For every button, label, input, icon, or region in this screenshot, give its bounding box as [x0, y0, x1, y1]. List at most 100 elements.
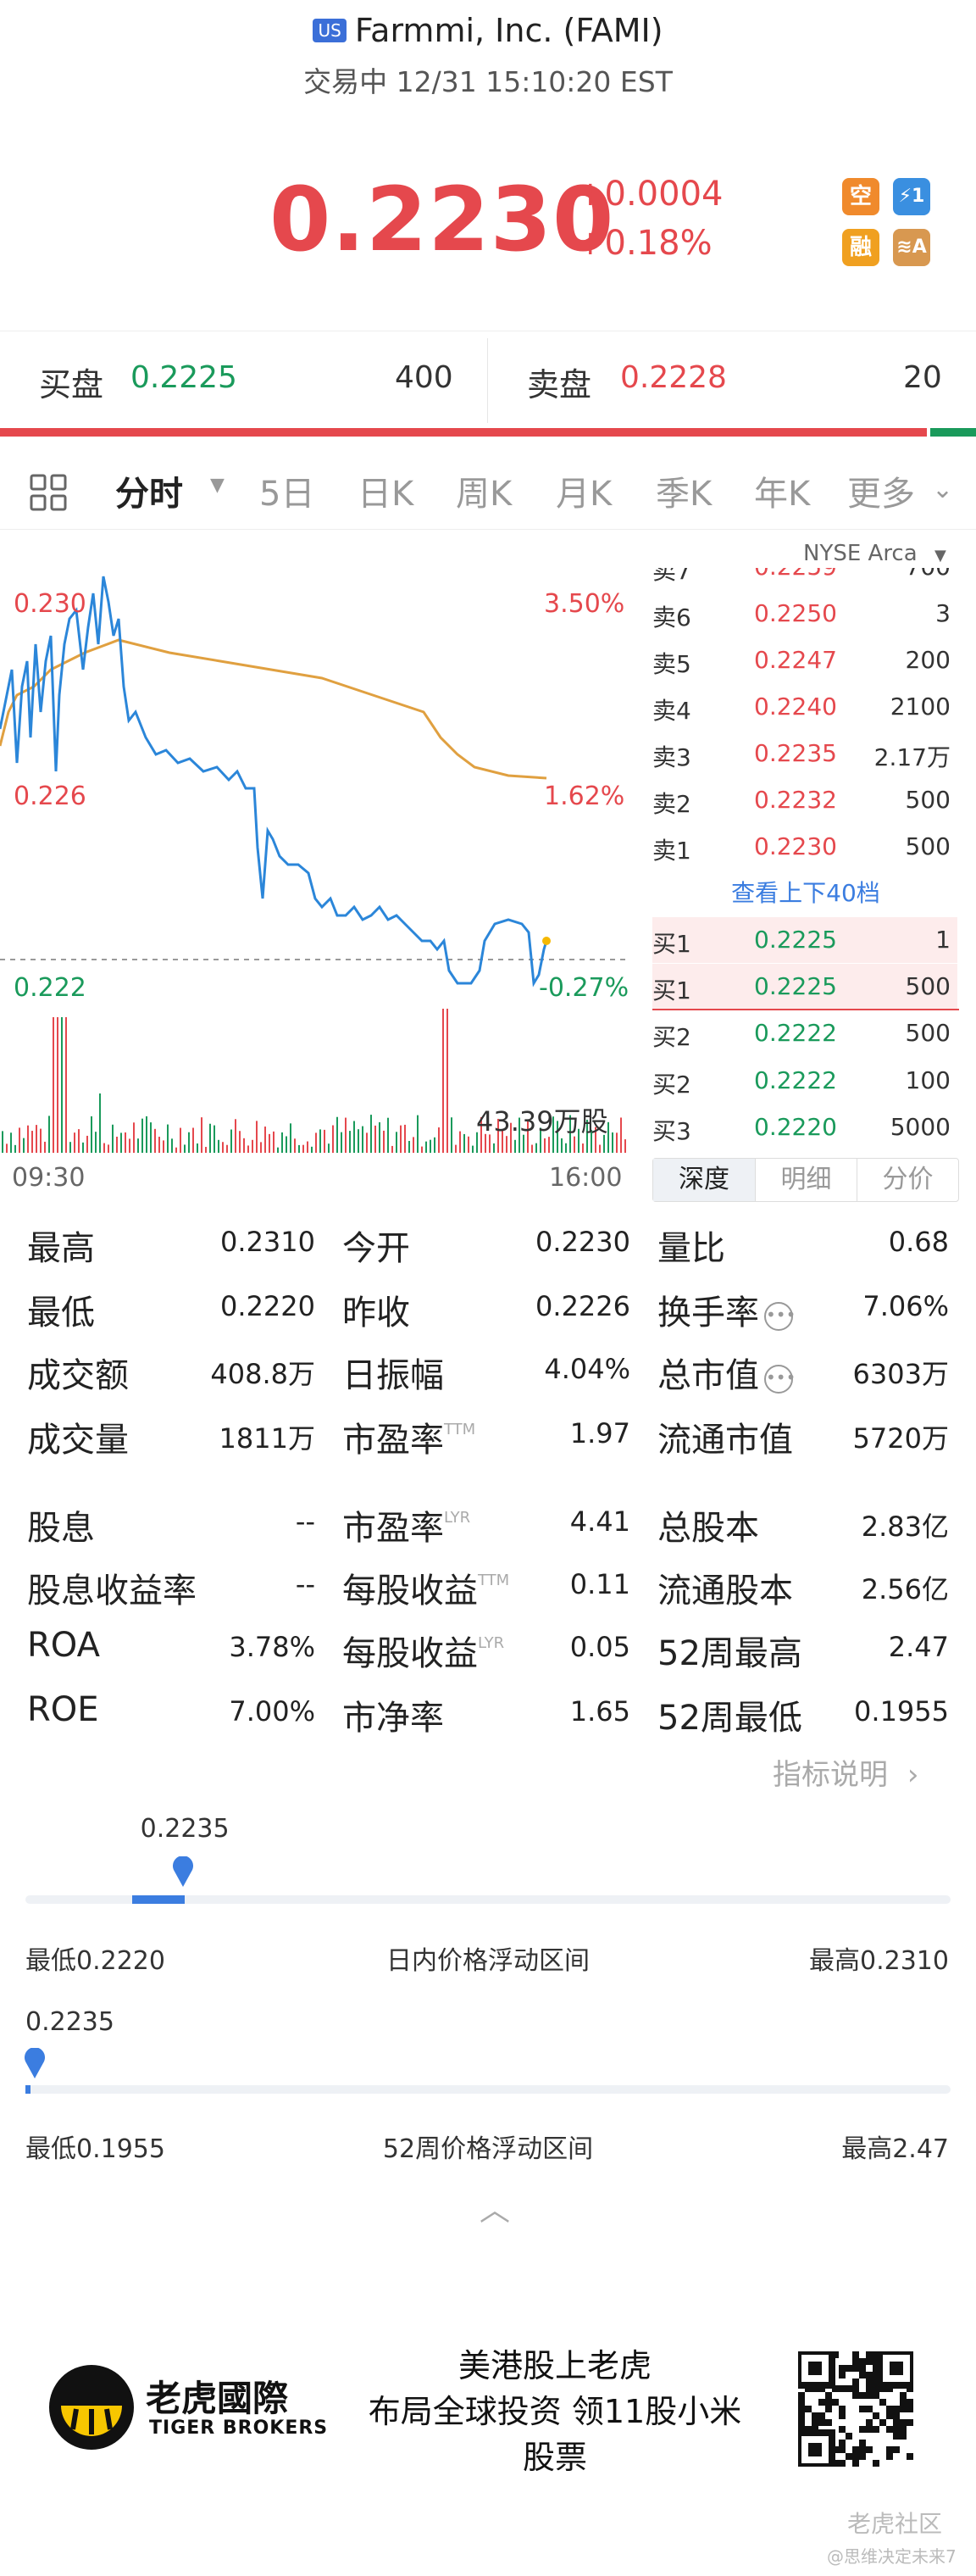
orderbook-row[interactable]: 卖7 0.2259 700 — [652, 568, 957, 590]
orderbook-qty: 200 — [905, 646, 951, 674]
indicator-explanation-link[interactable]: 指标说明 › — [773, 1751, 918, 1793]
stat-value: 1.97 — [569, 1417, 630, 1449]
qr-code-icon[interactable] — [795, 2348, 917, 2470]
day-range-fill — [131, 1895, 185, 1904]
orderbook-qty: 3 — [935, 599, 951, 627]
stat-value: 1811万 — [219, 1422, 315, 1455]
market-badge: US — [313, 19, 347, 42]
chevron-up-icon[interactable]: ︿ — [480, 2193, 511, 2228]
volume-bar — [40, 1128, 42, 1153]
orderbook-qty: 100 — [905, 1066, 951, 1094]
volume-label: 43.39万股 — [476, 1105, 608, 1138]
info-icon[interactable]: ••• — [764, 1365, 796, 1394]
volume-bar — [379, 1121, 380, 1153]
volume-bar — [163, 1140, 164, 1153]
chevron-down-icon: ▼ — [934, 547, 946, 565]
volume-bar — [281, 1132, 283, 1153]
view-40-levels-link[interactable]: 查看上下40档 — [731, 879, 880, 907]
orderbook-row[interactable]: 买1 0.2225 1 — [652, 917, 957, 963]
chevron-down-icon[interactable]: ⌄ — [932, 475, 954, 504]
volume-bar — [425, 1141, 427, 1153]
margin-icon[interactable]: 融 — [842, 229, 879, 266]
short-sell-icon[interactable]: 空 — [842, 178, 879, 215]
author-watermark: @思维决定未来7 — [827, 2546, 957, 2567]
orderbook-side: 卖1 — [652, 837, 691, 865]
volume-bar — [595, 1127, 596, 1153]
orderbook-row[interactable]: 卖1 0.2230 500 — [652, 824, 957, 870]
volume-bar — [53, 1017, 54, 1153]
orderbook-price: 0.2250 — [754, 599, 837, 627]
stat-value: 0.05 — [569, 1631, 630, 1663]
orderbook-row[interactable]: 买3 0.2220 5000 — [652, 1104, 957, 1144]
stat-label: 昨收 — [342, 1294, 410, 1333]
tab-details[interactable]: 明细 — [755, 1159, 857, 1201]
orderbook-row[interactable]: 卖2 0.2232 500 — [652, 777, 957, 823]
bid-separator — [652, 1009, 959, 1010]
orderbook-side: 卖4 — [652, 697, 691, 725]
volume-bar — [184, 1144, 186, 1153]
tab-price-distribution[interactable]: 分价 — [857, 1159, 958, 1201]
tab-more[interactable]: 更多 — [847, 475, 915, 514]
stat-value: 0.68 — [888, 1226, 949, 1258]
volume-bar — [44, 1141, 46, 1153]
stat-value: 0.2310 — [220, 1226, 315, 1258]
orderbook-side: 买3 — [652, 1117, 691, 1144]
orderbook-row[interactable]: 卖3 0.2235 2.17万 — [652, 731, 957, 776]
volume-bar — [188, 1132, 190, 1153]
volume-bar — [112, 1124, 114, 1153]
volume-bar — [624, 1139, 626, 1153]
orderbook-qty: 2100 — [890, 693, 951, 721]
volume-bar — [535, 1143, 537, 1153]
brand-name-en: TIGER BROKERS — [149, 2417, 329, 2439]
divider — [487, 338, 488, 423]
volume-bar — [502, 1129, 503, 1153]
volume-bar — [273, 1131, 274, 1153]
price-change: +0.0004 +0.18% — [576, 170, 723, 268]
y-label-mid: 0.226 — [14, 782, 86, 811]
tab-daily[interactable]: 日K — [358, 475, 414, 514]
volume-bar — [548, 1137, 550, 1153]
week52-low-label: 最低0.1955 — [25, 2134, 165, 2164]
orderbook-row[interactable]: 买1 0.2225 500 — [652, 964, 957, 1010]
stat-value: 4.04% — [544, 1353, 630, 1385]
orderbook-price: 0.2232 — [754, 786, 837, 814]
volume-bar — [540, 1127, 541, 1153]
intraday-chart[interactable]: 0.230 0.226 0.222 3.50% 1.62% -0.27% 43.… — [0, 542, 635, 1204]
volume-bar — [531, 1144, 533, 1153]
tab-quarterly[interactable]: 季K — [656, 475, 713, 514]
orderbook-row[interactable]: 卖4 0.2240 2100 — [652, 684, 957, 730]
info-icon[interactable]: ••• — [764, 1302, 796, 1331]
stat-value: 6303万 — [852, 1358, 949, 1390]
tab-5day[interactable]: 5日 — [259, 475, 315, 514]
volume-bar — [607, 1121, 609, 1153]
order-book: 卖7 0.2259 700 卖6 0.2250 3 卖5 0.2247 200 卖4 0.2240 2… — [652, 568, 959, 1144]
stat-value: 0.2230 — [535, 1226, 630, 1258]
time-start: 09:30 — [12, 1163, 86, 1193]
orderbook-side: 卖6 — [652, 604, 691, 631]
fast-trade-icon[interactable]: ⚡1 — [893, 178, 930, 215]
stat-value: 2.56亿 — [861, 1573, 949, 1605]
volume-bar — [133, 1122, 135, 1153]
orderbook-row[interactable]: 卖5 0.2247 200 — [652, 637, 957, 683]
tab-depth[interactable]: 深度 — [653, 1159, 755, 1201]
tab-monthly[interactable]: 月K — [556, 475, 613, 514]
layers-icon[interactable]: ≋A — [893, 229, 930, 266]
orderbook-side: 买2 — [652, 1071, 691, 1099]
stat-label: 总股本 — [657, 1509, 759, 1548]
orderbook-row[interactable]: 卖6 0.2250 3 — [652, 591, 957, 637]
location-pin-icon — [24, 2047, 46, 2082]
tab-weekly[interactable]: 周K — [456, 475, 513, 514]
grid-icon[interactable] — [29, 473, 68, 515]
volume-bar — [430, 1139, 431, 1153]
exchange-label[interactable]: NYSE Arca ▼ — [803, 541, 946, 566]
stat-label: 日振幅 — [342, 1356, 444, 1395]
volume-bar — [332, 1125, 334, 1153]
tab-yearly[interactable]: 年K — [754, 475, 811, 514]
orderbook-row[interactable]: 买2 0.2222 100 — [652, 1058, 957, 1104]
volume-bar — [146, 1116, 147, 1153]
orderbook-row[interactable]: 买2 0.2222 500 — [652, 1010, 957, 1056]
volume-bar — [578, 1128, 580, 1153]
chevron-down-icon[interactable]: ▼ — [210, 475, 225, 496]
stat-label: 成交额 — [27, 1356, 129, 1395]
tab-intraday[interactable]: 分时 — [115, 475, 183, 514]
